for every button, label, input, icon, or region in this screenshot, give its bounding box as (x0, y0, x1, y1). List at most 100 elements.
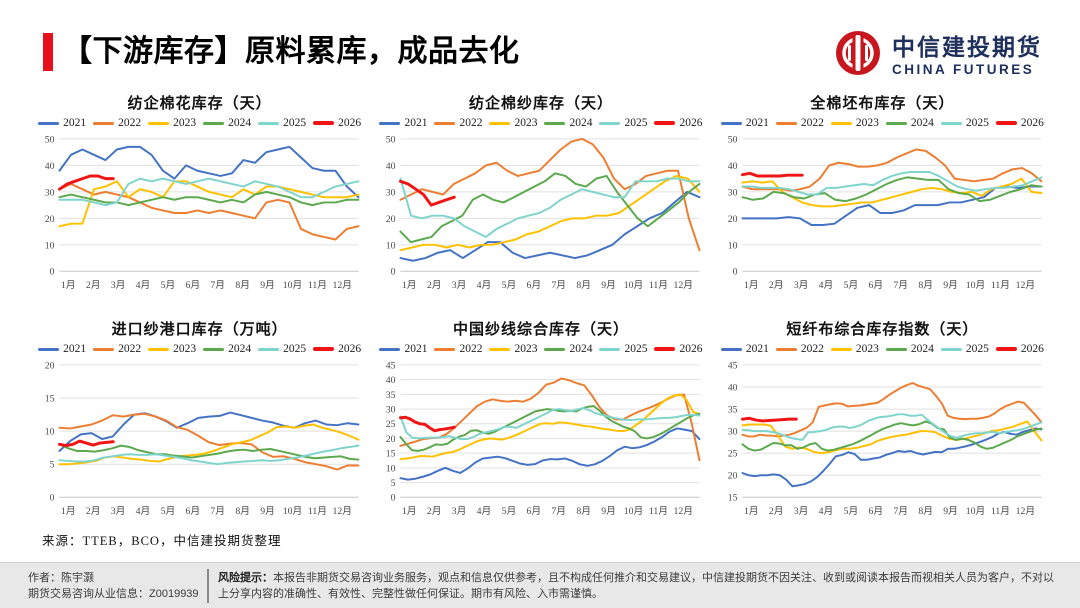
x-tick-label: 6月 (185, 505, 200, 517)
legend-label: 2024 (569, 343, 593, 355)
chart-cotton-grey-fabric-inventory: 全棉坯布库存（天） 2021 2022 2023 2024 2025 2026 0 10 20… (719, 92, 1046, 298)
x-tick-label: 3月 (793, 279, 808, 291)
x-tick-label: 3月 (793, 505, 808, 517)
legend-swatch (434, 121, 456, 125)
legend-item-2022: 2022 (434, 117, 482, 129)
x-tick-label: 7月 (552, 279, 567, 291)
risk-text: 本报告非期货交易咨询业务服务，观点和信息仅供参考，且不构成任何推介和交易建议，中… (218, 572, 1054, 600)
legend-item-2021: 2021 (379, 117, 427, 129)
series-line-2023 (399, 393, 701, 461)
legend-swatch (93, 347, 115, 351)
legend-swatch (258, 121, 280, 125)
legend-swatch (775, 347, 797, 351)
y-tick-label: 35 (727, 404, 737, 415)
x-tick-label: 5月 (843, 279, 858, 291)
y-tick-label: 20 (727, 471, 737, 482)
legend-item-2025: 2025 (258, 117, 306, 129)
x-tick-label: 11月 (990, 505, 1009, 517)
legend-item-2024: 2024 (544, 117, 592, 129)
legend-item-2025: 2025 (599, 117, 647, 129)
x-tick-label: 3月 (452, 279, 467, 291)
legend-swatch (940, 347, 962, 351)
author-line: 作者：陈宇灏 (28, 572, 94, 584)
chart-spinners-cotton-inventory: 纺企棉花库存（天） 2021 2022 2023 2024 2025 2026 0 10 20… (36, 92, 363, 298)
x-tick-label: 9月 (943, 279, 958, 291)
x-tick-label: 7月 (552, 505, 567, 517)
y-tick-label: 50 (727, 134, 737, 145)
header: 【下游库存】原料累库，成品去化 中信建投期货 CHINA FUTURES (0, 26, 1080, 88)
legend-swatch (775, 121, 797, 125)
x-tick-label: 12月 (674, 505, 694, 517)
x-tick-label: 11月 (649, 279, 668, 291)
legend-label: 2021 (404, 343, 428, 355)
x-tick-label: 4月 (477, 505, 492, 517)
y-tick-label: 15 (45, 393, 55, 404)
series-line-2026 (399, 179, 457, 207)
legend-label: 2026 (1020, 117, 1044, 129)
logo-company-name: 中信建投期货 (892, 35, 1042, 60)
legend-item-2021: 2021 (38, 343, 86, 355)
legend-label: 2022 (800, 343, 824, 355)
chart-legend: 2021 2022 2023 2024 2025 2026 (36, 341, 363, 357)
legend-swatch (830, 121, 852, 125)
legend-label: 2023 (173, 117, 197, 129)
y-tick-label: 30 (45, 187, 55, 198)
x-tick-label: 6月 (527, 505, 542, 517)
series-line-2024 (741, 176, 1043, 203)
y-tick-label: 45 (727, 360, 737, 371)
legend-item-2025: 2025 (599, 343, 647, 355)
x-tick-label: 6月 (868, 279, 883, 291)
legend-label: 2023 (173, 343, 197, 355)
series-line-2022 (58, 412, 360, 471)
legend-item-2021: 2021 (720, 117, 769, 129)
x-tick-label: 11月 (649, 505, 668, 517)
line-plot: 0 10 20 30 40 50 1月 2月 3月 4月 5月 6月 7月 8月 9月 10月 11月 12月 (386, 134, 701, 291)
legend-item-2023: 2023 (148, 117, 196, 129)
legend-label: 2022 (118, 117, 142, 129)
y-tick-label: 0 (391, 267, 396, 278)
legend-item-2023: 2023 (830, 117, 879, 129)
legend-swatch (885, 121, 907, 125)
legend-swatch (720, 347, 742, 351)
series-line-2024 (741, 420, 1043, 452)
x-tick-label: 9月 (260, 279, 275, 291)
legend-label: 2024 (569, 117, 593, 129)
series-line-2025 (741, 413, 1043, 441)
legend-swatch (203, 121, 225, 125)
legend-swatch (544, 347, 566, 351)
legend-swatch (258, 347, 280, 351)
legend-swatch (489, 347, 511, 351)
x-tick-label: 2月 (86, 279, 101, 291)
x-tick-label: 9月 (943, 505, 958, 517)
risk-disclaimer: 风险提示：本报告非期货交易咨询业务服务，观点和信息仅供参考，且不构成任何推介和交… (218, 570, 1063, 602)
chart-legend: 2021 2022 2023 2024 2025 2026 (719, 341, 1046, 357)
x-tick-label: 11月 (308, 505, 327, 517)
legend-item-2022: 2022 (93, 343, 141, 355)
series-line-2023 (58, 180, 360, 228)
legend-label: 2023 (514, 117, 538, 129)
legend-swatch (313, 347, 335, 351)
legend-item-2025: 2025 (940, 343, 989, 355)
y-tick-label: 10 (386, 463, 396, 474)
x-tick-label: 7月 (893, 505, 908, 517)
legend-swatch (599, 347, 621, 351)
series-line-2021 (741, 427, 1043, 488)
legend-label: 2022 (459, 343, 483, 355)
page-title: 【下游库存】原料累库，成品去化 (62, 35, 520, 68)
legend-item-2023: 2023 (148, 343, 196, 355)
series-line-2022 (741, 148, 1043, 192)
chart-imported-yarn-port-inventory: 进口纱港口库存（万吨） 2021 2022 2023 2024 2025 2026 0 5 1… (36, 318, 363, 524)
series-line-2023 (399, 174, 701, 252)
logo-text: 中信建投期货 CHINA FUTURES (892, 28, 1042, 77)
x-tick-label: 5月 (843, 505, 858, 517)
legend-item-2022: 2022 (775, 117, 824, 129)
x-tick-label: 5月 (161, 279, 176, 291)
series-line-2025 (58, 177, 360, 207)
legend-label: 2021 (745, 117, 769, 129)
series-line-2024 (58, 443, 360, 461)
x-tick-label: 8月 (918, 279, 933, 291)
x-tick-label: 1月 (744, 505, 759, 517)
x-tick-label: 4月 (477, 279, 492, 291)
